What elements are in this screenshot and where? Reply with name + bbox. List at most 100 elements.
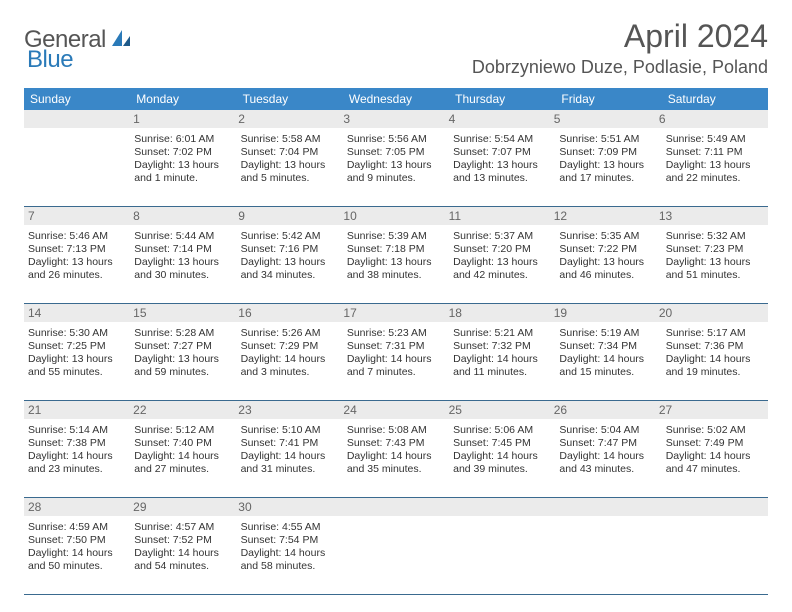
day-detail-line: and 43 minutes. bbox=[559, 463, 657, 476]
day-detail-line: Daylight: 14 hours bbox=[666, 353, 764, 366]
day-detail-line: Sunrise: 5:08 AM bbox=[347, 424, 445, 437]
day-detail-line: Sunrise: 5:21 AM bbox=[453, 327, 551, 340]
weekday-header: Wednesday bbox=[343, 88, 449, 110]
day-number-row: 123456 bbox=[24, 110, 768, 128]
day-cell: Sunrise: 4:59 AMSunset: 7:50 PMDaylight:… bbox=[24, 516, 130, 594]
day-details: Sunrise: 5:08 AMSunset: 7:43 PMDaylight:… bbox=[347, 422, 445, 481]
day-cell: Sunrise: 5:54 AMSunset: 7:07 PMDaylight:… bbox=[449, 128, 555, 206]
day-detail-line: Daylight: 13 hours bbox=[134, 256, 232, 269]
day-cell: Sunrise: 5:58 AMSunset: 7:04 PMDaylight:… bbox=[237, 128, 343, 206]
day-detail-line: Sunset: 7:54 PM bbox=[241, 534, 339, 547]
day-number: 1 bbox=[133, 112, 238, 126]
day-number: 9 bbox=[238, 209, 343, 223]
day-detail-line: and 19 minutes. bbox=[666, 366, 764, 379]
day-detail-line: Sunset: 7:52 PM bbox=[134, 534, 232, 547]
day-details bbox=[347, 519, 445, 525]
day-details: Sunrise: 5:35 AMSunset: 7:22 PMDaylight:… bbox=[559, 228, 657, 287]
day-cell: Sunrise: 5:37 AMSunset: 7:20 PMDaylight:… bbox=[449, 225, 555, 303]
day-number: 30 bbox=[238, 500, 343, 514]
day-number: 16 bbox=[238, 306, 343, 320]
day-number: 29 bbox=[133, 500, 238, 514]
day-details: Sunrise: 5:28 AMSunset: 7:27 PMDaylight:… bbox=[134, 325, 232, 384]
day-cell: Sunrise: 5:12 AMSunset: 7:40 PMDaylight:… bbox=[130, 419, 236, 497]
day-detail-line: Sunrise: 6:01 AM bbox=[134, 133, 232, 146]
day-detail-line: Daylight: 13 hours bbox=[453, 256, 551, 269]
day-detail-line: Sunset: 7:43 PM bbox=[347, 437, 445, 450]
day-cell: Sunrise: 5:14 AMSunset: 7:38 PMDaylight:… bbox=[24, 419, 130, 497]
day-details: Sunrise: 5:39 AMSunset: 7:18 PMDaylight:… bbox=[347, 228, 445, 287]
day-cell: Sunrise: 5:02 AMSunset: 7:49 PMDaylight:… bbox=[662, 419, 768, 497]
day-detail-line: and 50 minutes. bbox=[28, 560, 126, 573]
day-details: Sunrise: 5:37 AMSunset: 7:20 PMDaylight:… bbox=[453, 228, 551, 287]
day-details: Sunrise: 4:59 AMSunset: 7:50 PMDaylight:… bbox=[28, 519, 126, 578]
day-number: 25 bbox=[449, 403, 554, 417]
day-detail-line: Sunset: 7:05 PM bbox=[347, 146, 445, 159]
day-details: Sunrise: 5:14 AMSunset: 7:38 PMDaylight:… bbox=[28, 422, 126, 481]
day-number: 12 bbox=[554, 209, 659, 223]
day-detail-line: Sunrise: 5:42 AM bbox=[241, 230, 339, 243]
day-detail-line: and 11 minutes. bbox=[453, 366, 551, 379]
day-detail-line: and 59 minutes. bbox=[134, 366, 232, 379]
day-cell: Sunrise: 4:57 AMSunset: 7:52 PMDaylight:… bbox=[130, 516, 236, 594]
day-detail-line: Sunrise: 5:10 AM bbox=[241, 424, 339, 437]
day-details: Sunrise: 5:58 AMSunset: 7:04 PMDaylight:… bbox=[241, 131, 339, 190]
day-detail-line: and 9 minutes. bbox=[347, 172, 445, 185]
day-detail-line: Sunrise: 5:39 AM bbox=[347, 230, 445, 243]
day-detail-line: Sunrise: 5:56 AM bbox=[347, 133, 445, 146]
day-cell: Sunrise: 5:51 AMSunset: 7:09 PMDaylight:… bbox=[555, 128, 661, 206]
day-cell bbox=[662, 516, 768, 594]
day-details: Sunrise: 5:54 AMSunset: 7:07 PMDaylight:… bbox=[453, 131, 551, 190]
weekday-header: Monday bbox=[130, 88, 236, 110]
day-details bbox=[559, 519, 657, 525]
day-number: 15 bbox=[133, 306, 238, 320]
day-detail-line: Daylight: 14 hours bbox=[559, 353, 657, 366]
day-detail-line: Sunrise: 5:37 AM bbox=[453, 230, 551, 243]
day-details: Sunrise: 5:56 AMSunset: 7:05 PMDaylight:… bbox=[347, 131, 445, 190]
day-detail-line: Sunset: 7:20 PM bbox=[453, 243, 551, 256]
day-cell: Sunrise: 5:28 AMSunset: 7:27 PMDaylight:… bbox=[130, 322, 236, 400]
day-detail-line: Sunrise: 4:57 AM bbox=[134, 521, 232, 534]
day-detail-line: Sunset: 7:29 PM bbox=[241, 340, 339, 353]
day-details: Sunrise: 4:55 AMSunset: 7:54 PMDaylight:… bbox=[241, 519, 339, 578]
day-detail-line: Sunset: 7:07 PM bbox=[453, 146, 551, 159]
day-number: 23 bbox=[238, 403, 343, 417]
day-number: 22 bbox=[133, 403, 238, 417]
day-detail-line: and 5 minutes. bbox=[241, 172, 339, 185]
day-details: Sunrise: 5:19 AMSunset: 7:34 PMDaylight:… bbox=[559, 325, 657, 384]
day-details: Sunrise: 6:01 AMSunset: 7:02 PMDaylight:… bbox=[134, 131, 232, 190]
day-details: Sunrise: 5:42 AMSunset: 7:16 PMDaylight:… bbox=[241, 228, 339, 287]
day-detail-line: and 39 minutes. bbox=[453, 463, 551, 476]
day-number-row: 14151617181920 bbox=[24, 304, 768, 322]
day-detail-line: and 47 minutes. bbox=[666, 463, 764, 476]
day-detail-line: Sunrise: 5:28 AM bbox=[134, 327, 232, 340]
calendar-week: Sunrise: 6:01 AMSunset: 7:02 PMDaylight:… bbox=[24, 128, 768, 207]
day-number: 13 bbox=[659, 209, 764, 223]
day-cell: Sunrise: 5:46 AMSunset: 7:13 PMDaylight:… bbox=[24, 225, 130, 303]
day-detail-line: and 38 minutes. bbox=[347, 269, 445, 282]
day-detail-line: Sunset: 7:16 PM bbox=[241, 243, 339, 256]
day-detail-line: Sunset: 7:32 PM bbox=[453, 340, 551, 353]
day-detail-line: Sunrise: 5:46 AM bbox=[28, 230, 126, 243]
day-details: Sunrise: 5:02 AMSunset: 7:49 PMDaylight:… bbox=[666, 422, 764, 481]
day-detail-line: and 13 minutes. bbox=[453, 172, 551, 185]
day-cell: Sunrise: 5:23 AMSunset: 7:31 PMDaylight:… bbox=[343, 322, 449, 400]
day-detail-line: Daylight: 14 hours bbox=[241, 353, 339, 366]
day-detail-line: and 15 minutes. bbox=[559, 366, 657, 379]
calendar: SundayMondayTuesdayWednesdayThursdayFrid… bbox=[24, 88, 768, 595]
day-details: Sunrise: 5:30 AMSunset: 7:25 PMDaylight:… bbox=[28, 325, 126, 384]
day-detail-line: and 58 minutes. bbox=[241, 560, 339, 573]
day-detail-line: Daylight: 13 hours bbox=[28, 353, 126, 366]
calendar-week: Sunrise: 5:46 AMSunset: 7:13 PMDaylight:… bbox=[24, 225, 768, 304]
day-detail-line: Daylight: 13 hours bbox=[453, 159, 551, 172]
day-number: 18 bbox=[449, 306, 554, 320]
day-detail-line: Sunset: 7:14 PM bbox=[134, 243, 232, 256]
day-cell: Sunrise: 5:04 AMSunset: 7:47 PMDaylight:… bbox=[555, 419, 661, 497]
day-detail-line: Daylight: 13 hours bbox=[28, 256, 126, 269]
day-detail-line: Sunrise: 5:02 AM bbox=[666, 424, 764, 437]
day-detail-line: and 42 minutes. bbox=[453, 269, 551, 282]
day-detail-line: Daylight: 14 hours bbox=[347, 450, 445, 463]
day-number bbox=[343, 500, 448, 514]
day-detail-line: Sunrise: 5:23 AM bbox=[347, 327, 445, 340]
day-detail-line: Daylight: 14 hours bbox=[241, 450, 339, 463]
day-detail-line: and 27 minutes. bbox=[134, 463, 232, 476]
